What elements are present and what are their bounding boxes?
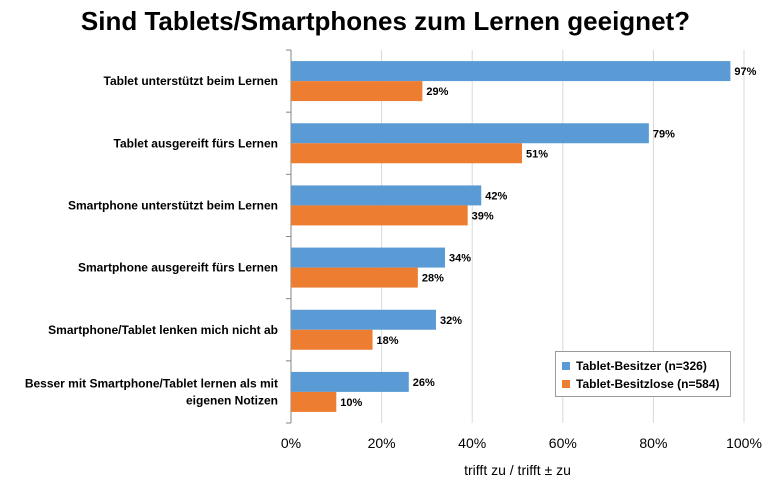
category-label: Besser mit Smartphone/Tablet lernen als … (25, 376, 278, 390)
bar (291, 205, 468, 226)
bar (291, 371, 409, 392)
data-label: 29% (426, 86, 448, 98)
bar (291, 123, 649, 144)
x-tick-label: 80% (639, 435, 667, 451)
x-tick-label: 40% (458, 435, 486, 451)
data-label: 97% (734, 66, 756, 78)
data-label: 42% (485, 190, 507, 202)
bar (291, 185, 482, 206)
x-tick-label: 100% (726, 435, 762, 451)
chart-title: Sind Tablets/Smartphones zum Lernen geei… (80, 6, 691, 36)
bar (291, 247, 446, 268)
legend-label-series-2: Tablet-Besitzlose (n=584) (576, 377, 720, 391)
bar (291, 143, 523, 164)
bar (291, 81, 423, 102)
data-label: 79% (653, 128, 675, 140)
bar (291, 61, 731, 82)
x-tick-label: 20% (368, 435, 396, 451)
data-label: 32% (440, 315, 462, 327)
data-label: 10% (340, 397, 362, 409)
category-label: Smartphone unterstützt beim Lernen (68, 198, 278, 212)
bar (291, 309, 436, 330)
category-label: Tablet ausgereift fürs Lernen (114, 136, 278, 150)
data-label: 34% (449, 253, 471, 265)
data-label: 51% (526, 148, 548, 160)
legend-item-series-2: Tablet-Besitzlose (n=584) (562, 375, 724, 393)
data-label: 26% (413, 377, 435, 389)
bar (291, 391, 337, 412)
category-label: Tablet unterstützt beim Lernen (104, 74, 278, 88)
category-label: Smartphone ausgereift fürs Lernen (78, 261, 278, 275)
legend-label-series-1: Tablet-Besitzer (n=326) (576, 359, 707, 373)
bar (291, 329, 373, 350)
x-tick-label: 0% (281, 435, 301, 451)
bar (291, 267, 418, 288)
legend-swatch-series-2 (562, 380, 570, 388)
data-label: 28% (422, 273, 444, 285)
data-label: 18% (377, 335, 399, 347)
category-label: Smartphone/Tablet lenken mich nicht ab (48, 323, 278, 337)
legend-swatch-series-1 (562, 362, 570, 370)
x-tick-label: 60% (549, 435, 577, 451)
legend: Tablet-Besitzer (n=326) Tablet-Besitzlos… (555, 351, 731, 397)
data-label: 39% (472, 210, 494, 222)
legend-item-series-1: Tablet-Besitzer (n=326) (562, 357, 724, 375)
x-axis-label: trifft zu / trifft ± zu (464, 462, 571, 478)
category-label: eigenen Notizen (186, 393, 278, 407)
